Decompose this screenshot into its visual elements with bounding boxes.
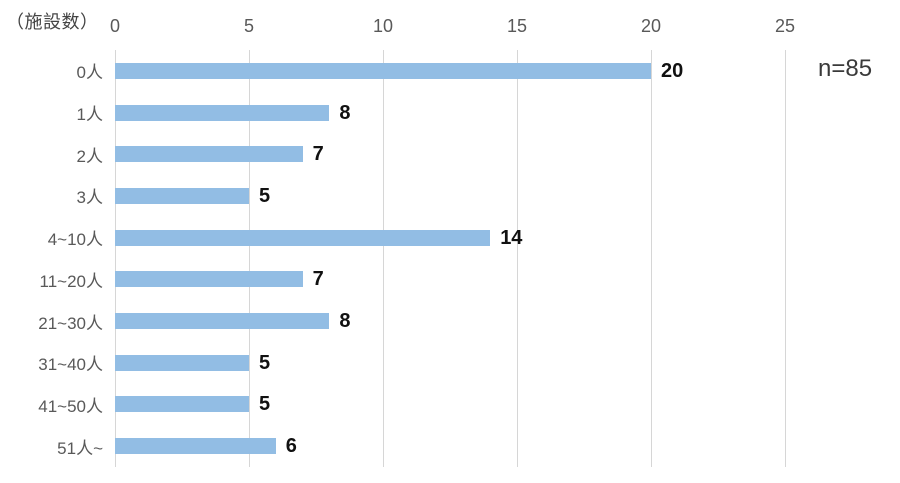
plot-area [115,50,786,467]
category-label: 51人~ [57,438,103,458]
axis-unit-label: （施設数） [6,12,99,32]
gridline-x-0 [115,50,116,467]
category-label: 31~40人 [38,355,103,375]
bar-row: 0人 20 [0,50,900,92]
x-tick-label-5: 5 [243,16,254,36]
category-label: 2人 [76,146,103,166]
bar-row: 2人 7 [0,133,900,175]
value-label: 8 [339,310,351,333]
value-label: 7 [312,143,324,166]
value-label: 6 [285,435,297,458]
bar [115,187,249,204]
category-label: 4~10人 [47,230,103,250]
value-label: 7 [312,268,324,291]
value-label: 8 [339,101,351,124]
category-label: 0人 [76,63,103,83]
value-label: 14 [500,226,523,249]
bar-row: 3人 5 [0,175,900,217]
bar [115,62,651,79]
bar [115,438,276,455]
gridline-x-5 [249,50,250,467]
gridline-x-15 [517,50,518,467]
bar [115,313,330,330]
bar [115,104,330,121]
sample-size-annotation: n=85 [818,55,873,82]
bar-row: 1人 8 [0,92,900,134]
bar-row: 41~50人 5 [0,384,900,426]
value-label: 5 [259,184,271,207]
category-label: 1人 [76,105,103,125]
bar-row: 21~30人 8 [0,300,900,342]
bar-row: 4~10人 14 [0,217,900,259]
bar [115,229,491,246]
category-label: 3人 [76,188,103,208]
value-label: 5 [259,351,271,374]
category-label: 21~30人 [38,313,103,333]
x-tick-label-15: 15 [506,16,528,36]
value-label: 20 [661,59,684,82]
bar-row: 31~40人 5 [0,342,900,384]
bar [115,354,249,371]
category-label: 41~50人 [38,396,103,416]
value-label: 5 [259,393,271,416]
bar [115,396,249,413]
gridline-x-25 [785,50,786,467]
bar [115,271,303,288]
bar-row: 51人~ 6 [0,425,900,467]
x-tick-label-10: 10 [372,16,394,36]
bar [115,146,303,163]
x-tick-label-0: 0 [109,16,120,36]
category-label: 11~20人 [39,271,103,291]
x-tick-label-20: 20 [640,16,662,36]
x-tick-label-25: 25 [774,16,796,36]
bar-row: 11~20人 7 [0,259,900,301]
gridline-x-10 [383,50,384,467]
gridline-x-20 [651,50,652,467]
